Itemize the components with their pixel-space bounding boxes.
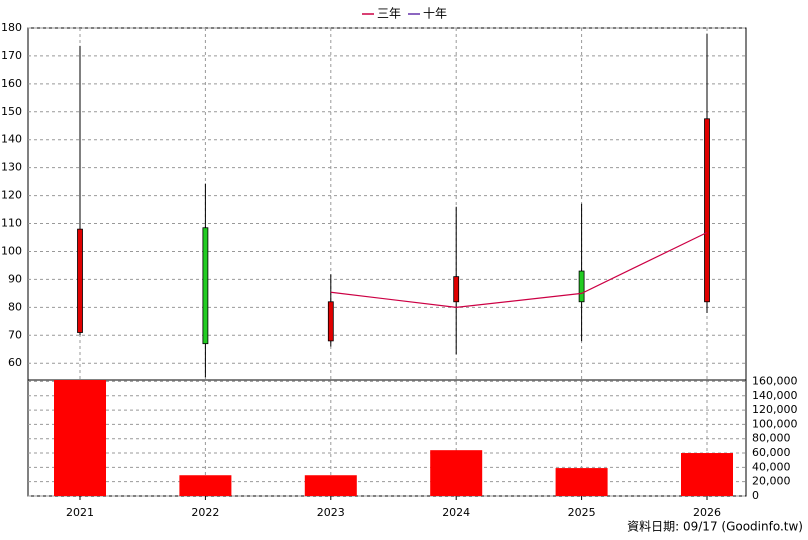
source: 資料日期: 09/17 (Goodinfo.tw)	[627, 520, 803, 534]
y2-tick-label: 140,000	[752, 389, 798, 402]
volume-panel	[27, 379, 747, 497]
volume-bar	[681, 453, 733, 496]
candle-body	[77, 228, 83, 333]
y2-tick-label: 20,000	[752, 475, 791, 488]
y2-tick-label: 40,000	[752, 460, 791, 473]
x-tick-label: 2024	[442, 506, 470, 519]
x-tick-label: 2021	[66, 506, 94, 519]
legend-label: 三年	[377, 7, 401, 21]
y-tick-label: 160	[1, 77, 22, 90]
y2-tick-label: 80,000	[752, 432, 791, 445]
y2-tick-label: 160,000	[752, 374, 798, 387]
x-tick-label: 2023	[317, 506, 345, 519]
x-tick-label: 2026	[693, 506, 721, 519]
y-tick-label: 170	[1, 49, 22, 62]
y-tick-label: 100	[1, 244, 22, 257]
y-tick-label: 180	[1, 21, 22, 34]
x-tick-label: 2022	[191, 506, 219, 519]
y-tick-label: 130	[1, 161, 22, 174]
price-panel	[27, 27, 747, 381]
candle-body	[327, 301, 334, 342]
volume-bar	[179, 475, 232, 496]
candle-body	[704, 118, 710, 303]
candle-body	[202, 227, 209, 345]
y2-tick-label: 100,000	[752, 417, 798, 430]
y-tick-label: 140	[1, 133, 22, 146]
y2-tick-label: 120,000	[752, 403, 798, 416]
volume-bar	[430, 450, 483, 496]
y2-tick-label: 60,000	[752, 446, 791, 459]
y-tick-label: 110	[1, 217, 22, 230]
volume-bar	[304, 475, 357, 496]
candle-body	[453, 276, 460, 303]
legend-label: 十年	[423, 7, 447, 21]
volume-bar	[54, 380, 106, 496]
y-tick-label: 70	[8, 328, 22, 341]
y-tick-label: 80	[8, 300, 22, 313]
ma-line	[330, 231, 708, 308]
y-tick-label: 150	[1, 105, 22, 118]
volume-bar	[555, 468, 608, 496]
y-tick-label: 120	[1, 189, 22, 202]
y-tick-label: 90	[8, 272, 22, 285]
x-tick-label: 2025	[568, 506, 596, 519]
candle-body	[578, 270, 585, 303]
y2-tick-label: 0	[752, 489, 759, 502]
y-tick-label: 60	[8, 356, 22, 369]
